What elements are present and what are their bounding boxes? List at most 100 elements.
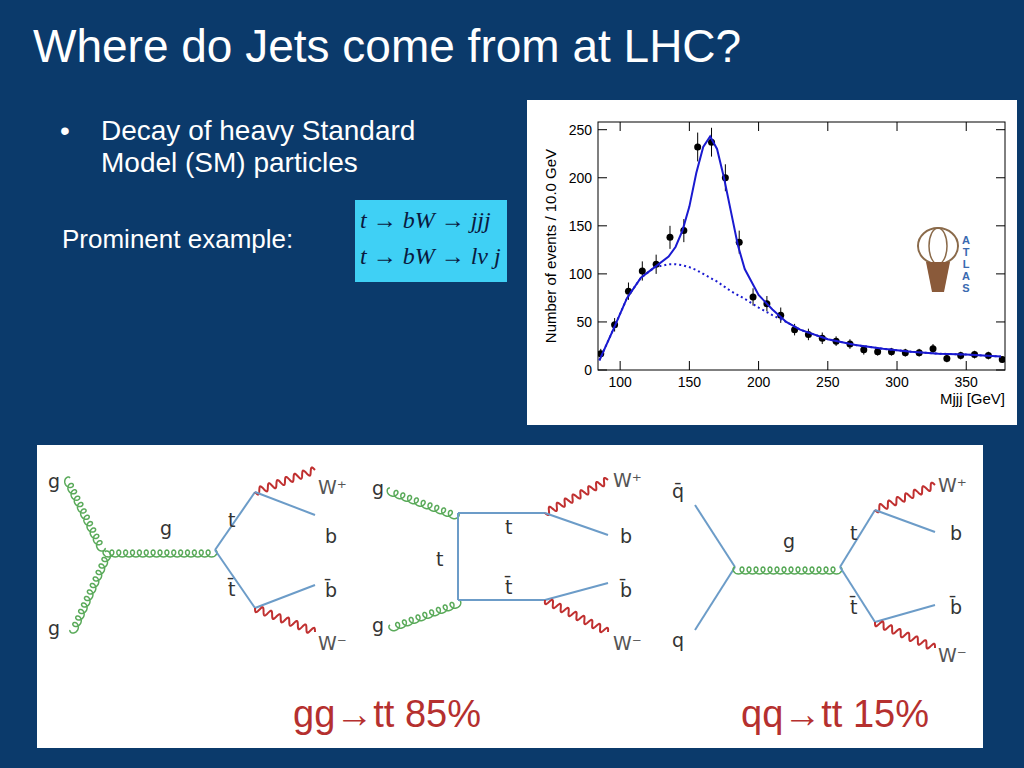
plot-data: [598, 128, 1005, 363]
gluon-line: [70, 551, 111, 633]
feynman-diagram: q̄qgtt̄W⁺bb̄W⁻: [672, 474, 967, 666]
x-tick: [620, 361, 621, 370]
x-tick-top: [966, 122, 967, 131]
x-tick-label: 100: [608, 374, 632, 390]
fermion-line: [458, 512, 545, 514]
fermion-line: [545, 513, 608, 535]
background: [0, 0, 1024, 768]
y-tick-label: 250: [569, 122, 593, 138]
title: Where do Jets come from at LHC?: [33, 20, 741, 72]
particle-label: t̄: [849, 595, 857, 618]
logo-letter: S: [962, 282, 969, 294]
formula-box: [355, 200, 507, 282]
gluon-line: [733, 567, 842, 574]
x-axis-label: Mjjj [GeV]: [940, 390, 1005, 407]
gluon-line: [387, 488, 459, 519]
x-tick-top: [689, 122, 690, 131]
logo-letter: A: [962, 234, 970, 246]
w-boson-line: [255, 468, 315, 495]
particle-label: b̄: [619, 578, 632, 601]
data-point: [639, 267, 646, 274]
w-boson-line: [545, 600, 608, 632]
y-tick-right: [996, 321, 1005, 322]
particle-label: t: [850, 522, 857, 544]
y-tick-right: [996, 370, 1005, 371]
logo-letter: L: [963, 258, 970, 270]
formula: t → bW → jjj: [360, 207, 491, 233]
particle-label: W⁺: [318, 476, 347, 498]
formula: t → bW → lν j: [360, 243, 501, 269]
gluon-line: [65, 477, 105, 551]
caption: gg→tt 85%: [293, 693, 481, 735]
particle-label: W⁺: [613, 469, 642, 491]
x-tick-label: 150: [678, 374, 702, 390]
y-tick-right: [996, 225, 1005, 226]
fermion-line: [215, 492, 255, 550]
particle-label: W⁻: [938, 644, 967, 666]
caption: qq→tt 15%: [741, 693, 929, 735]
y-tick-right: [996, 129, 1005, 130]
x-tick-top: [827, 122, 828, 131]
fermion-line: [458, 599, 545, 601]
x-tick-top: [620, 122, 621, 131]
w-boson-line: [255, 607, 315, 632]
plot-frame: [598, 122, 1005, 370]
particle-label: t̄: [504, 575, 512, 598]
y-tick-label: 0: [584, 362, 592, 378]
fermion-line: [840, 510, 875, 567]
fit-curve: [599, 136, 1000, 360]
x-tick-label: 350: [955, 374, 979, 390]
x-tick: [758, 361, 759, 370]
particle-label: t: [505, 516, 512, 538]
example-label: Prominent example:: [62, 224, 293, 254]
data-point: [666, 234, 673, 241]
y-axis-label: Number of events / 10.0 GeV: [542, 149, 559, 343]
particle-label: b̄: [324, 578, 337, 601]
x-tick-label: 300: [885, 374, 909, 390]
x-tick-label: 250: [816, 374, 840, 390]
y-tick: [598, 225, 607, 226]
slide: Where do Jets come from at LHC? • Decay of…: [0, 0, 1024, 768]
particle-label: g: [48, 470, 60, 492]
particle-label: t: [436, 548, 443, 570]
feynman-diagram: g g t t t̄ W⁺ b b̄ W⁻: [372, 469, 642, 654]
logo-figure: [926, 262, 950, 292]
data-point: [957, 352, 964, 359]
particle-label: g: [372, 477, 384, 499]
y-tick-label: 200: [569, 170, 593, 186]
data-point: [943, 355, 950, 362]
x-tick-label: 200: [747, 374, 771, 390]
fermion-line: [840, 567, 875, 622]
particle-label: W⁻: [318, 632, 347, 654]
particle-label: g: [372, 614, 384, 636]
bullet-text: Decay of heavy Standard: [101, 115, 415, 146]
particle-label: g: [783, 530, 795, 552]
y-tick: [598, 370, 607, 371]
particle-label: b: [950, 522, 962, 544]
x-tick: [827, 361, 828, 370]
feynman-diagram: gggtt̄W⁺bb̄W⁻: [48, 468, 347, 655]
particle-label: q: [672, 629, 684, 651]
bullet-marker: •: [60, 115, 70, 146]
x-tick-top: [897, 122, 898, 131]
logo-globe: [918, 228, 958, 264]
y-tick-right: [996, 177, 1005, 178]
data-point: [930, 345, 937, 352]
particle-label: W⁺: [938, 474, 967, 496]
logo-globe: [929, 228, 947, 264]
fermion-line: [215, 550, 255, 608]
y-tick-label: 50: [576, 314, 592, 330]
fermion-line: [695, 567, 735, 630]
particle-label: b: [620, 525, 632, 547]
w-boson-line: [875, 622, 935, 649]
particle-label: q̄: [672, 480, 684, 502]
fermion-line: [875, 510, 935, 532]
w-boson-line: [875, 483, 935, 513]
logo-letter: A: [962, 270, 970, 282]
diagram-panel: [37, 445, 983, 748]
particle-label: b: [325, 525, 337, 547]
particle-label: W⁻: [613, 632, 642, 654]
y-tick: [598, 129, 607, 130]
gluon-line: [389, 600, 461, 631]
gluon-line: [103, 550, 217, 557]
